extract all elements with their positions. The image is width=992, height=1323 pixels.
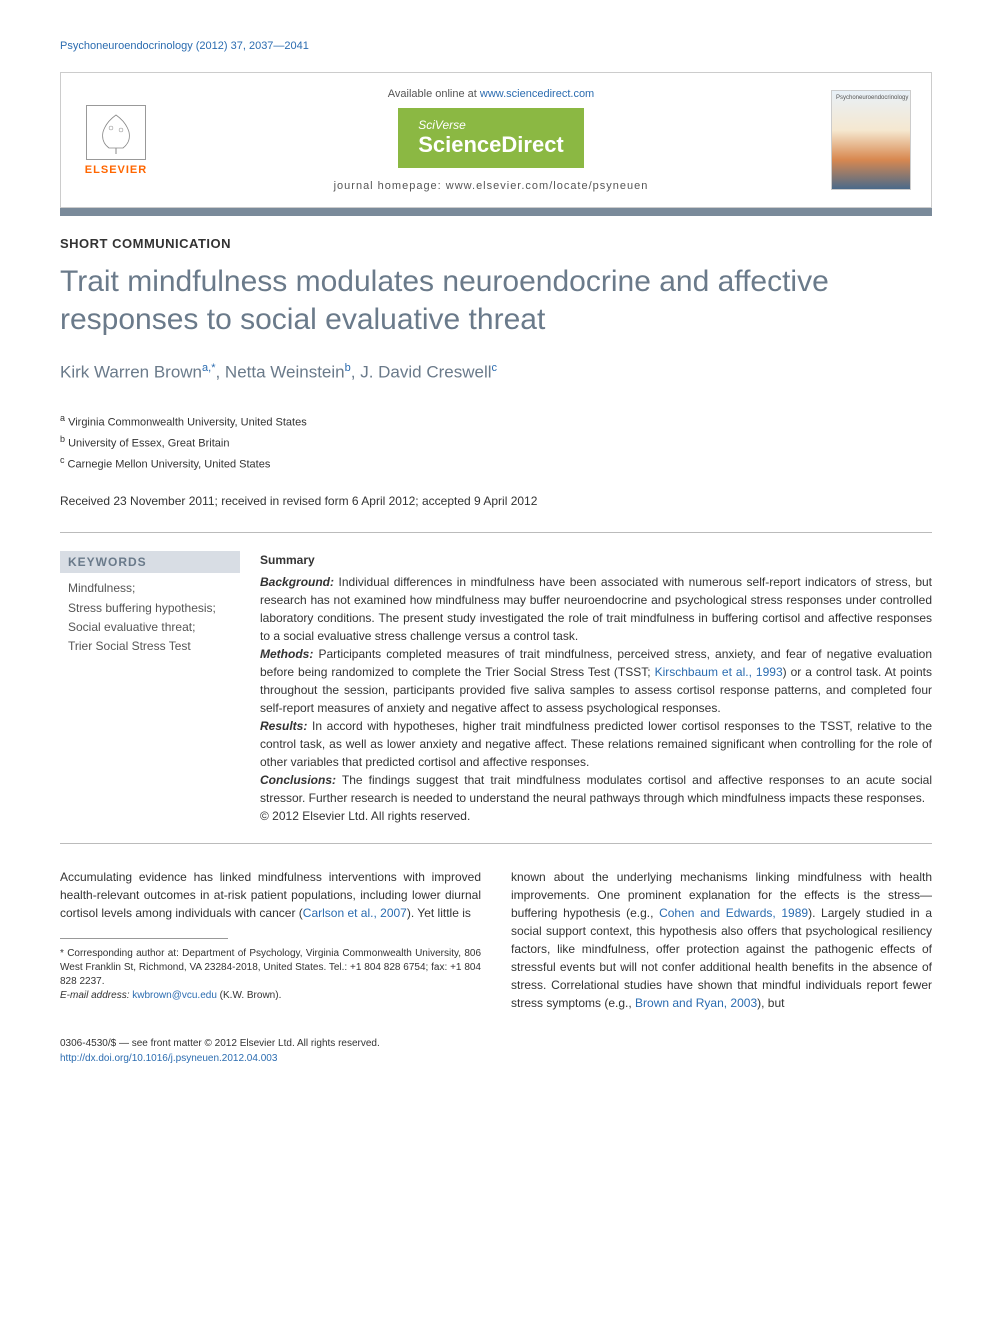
elsevier-tree-icon xyxy=(86,105,146,160)
summary-conclusions: Conclusions: The findings suggest that t… xyxy=(260,771,932,807)
sciencedirect-wordmark: ScienceDirect xyxy=(418,132,564,157)
section-bar xyxy=(60,208,932,216)
masthead: ELSEVIER Available online at www.science… xyxy=(60,72,932,208)
journal-cover-title: Psychoneuroendocrinology xyxy=(836,95,906,101)
body-para-1: Accumulating evidence has linked mindful… xyxy=(60,868,481,922)
methods-label: Methods: xyxy=(260,647,313,661)
footer-doi-link[interactable]: http://dx.doi.org/10.1016/j.psyneuen.201… xyxy=(60,1053,277,1064)
body-citation-cohen[interactable]: Cohen and Edwards, 1989 xyxy=(659,906,808,920)
author-email: E-mail address: kwbrown@vcu.edu (K.W. Br… xyxy=(60,989,481,1003)
background-text: Individual differences in mindfulness ha… xyxy=(260,575,932,643)
body-col2-c: ), but xyxy=(757,996,784,1010)
email-link[interactable]: kwbrown@vcu.edu xyxy=(129,990,216,1001)
conclusions-label: Conclusions: xyxy=(260,773,336,787)
masthead-center: Available online at www.sciencedirect.co… xyxy=(171,88,811,192)
background-label: Background: xyxy=(260,575,334,589)
email-who: (K.W. Brown). xyxy=(217,990,281,1001)
body-column-right: known about the underlying mechanisms li… xyxy=(511,868,932,1012)
results-text: In accord with hypotheses, higher trait … xyxy=(260,719,932,769)
summary-background: Background: Individual differences in mi… xyxy=(260,573,932,645)
article-title: Trait mindfulness modulates neuroendocri… xyxy=(60,263,932,338)
running-header: Psychoneuroendocrinology (2012) 37, 2037… xyxy=(60,40,932,52)
elsevier-wordmark: ELSEVIER xyxy=(85,164,147,176)
body-column-left: Accumulating evidence has linked mindful… xyxy=(60,868,481,1012)
sciencedirect-link[interactable]: www.sciencedirect.com xyxy=(480,88,594,100)
summary-methods: Methods: Participants completed measures… xyxy=(260,645,932,717)
summary-results: Results: In accord with hypotheses, high… xyxy=(260,717,932,771)
article-dates: Received 23 November 2011; received in r… xyxy=(60,494,932,508)
affiliation-line: c Carnegie Mellon University, United Sta… xyxy=(60,453,932,474)
body-citation-brown[interactable]: Brown and Ryan, 2003 xyxy=(635,996,757,1010)
body-para-2: known about the underlying mechanisms li… xyxy=(511,868,932,1012)
conclusions-text: The findings suggest that trait mindfuln… xyxy=(260,773,932,805)
footer-issn: 0306-4530/$ — see front matter © 2012 El… xyxy=(60,1036,932,1051)
abstract-block: KEYWORDS Mindfulness;Stress buffering hy… xyxy=(60,532,932,844)
corresponding-author: * Corresponding author at: Department of… xyxy=(60,947,481,989)
available-online-text: Available online at www.sciencedirect.co… xyxy=(171,88,811,100)
summary-heading: Summary xyxy=(260,551,932,569)
sciverse-sciencedirect-logo: SciVerse ScienceDirect xyxy=(398,108,584,168)
sciverse-tag: SciVerse xyxy=(418,118,564,132)
elsevier-logo: ELSEVIER xyxy=(81,100,151,180)
body-col2-b: ). Largely studied in a social support c… xyxy=(511,906,932,1010)
methods-citation-link[interactable]: Kirschbaum et al., 1993 xyxy=(655,665,783,679)
journal-homepage: journal homepage: www.elsevier.com/locat… xyxy=(171,180,811,192)
email-label: E-mail address: xyxy=(60,990,129,1001)
body-columns: Accumulating evidence has linked mindful… xyxy=(60,868,932,1012)
keywords-list: Mindfulness;Stress buffering hypothesis;… xyxy=(60,579,240,656)
keywords-column: KEYWORDS Mindfulness;Stress buffering hy… xyxy=(60,551,240,825)
affiliation-line: b University of Essex, Great Britain xyxy=(60,432,932,453)
results-label: Results: xyxy=(260,719,307,733)
authors: Kirk Warren Browna,*, Netta Weinsteinb, … xyxy=(60,362,932,383)
article-type: SHORT COMMUNICATION xyxy=(60,236,932,251)
summary-copyright: © 2012 Elsevier Ltd. All rights reserved… xyxy=(260,807,932,825)
body-citation-carlson[interactable]: Carlson et al., 2007 xyxy=(303,906,407,920)
affiliation-line: a Virginia Commonwealth University, Unit… xyxy=(60,411,932,432)
journal-cover-thumbnail: Psychoneuroendocrinology xyxy=(831,90,911,190)
footnote-rule xyxy=(60,938,228,939)
corr-label: * Corresponding author at: xyxy=(60,948,179,959)
keywords-heading: KEYWORDS xyxy=(60,551,240,573)
available-label: Available online at xyxy=(388,88,480,100)
affiliations: a Virginia Commonwealth University, Unit… xyxy=(60,411,932,475)
page-footer: 0306-4530/$ — see front matter © 2012 El… xyxy=(60,1036,932,1066)
body-col1-b: ). Yet little is xyxy=(407,906,471,920)
summary-column: Summary Background: Individual differenc… xyxy=(260,551,932,825)
footnotes: * Corresponding author at: Department of… xyxy=(60,947,481,1003)
